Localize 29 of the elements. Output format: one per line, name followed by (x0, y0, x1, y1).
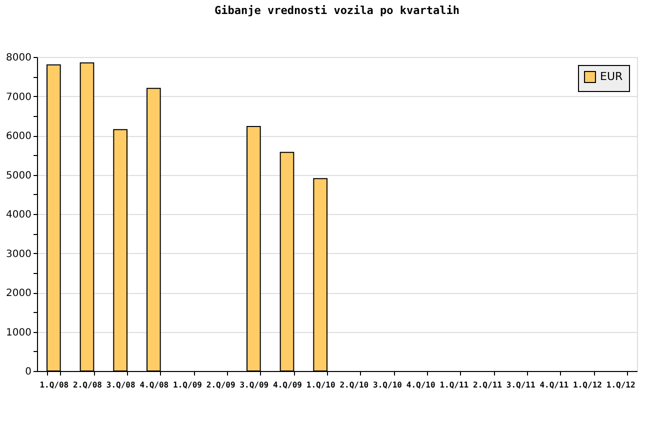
y-tick-label: 4000 (6, 210, 32, 220)
legend-label: EUR (600, 70, 623, 83)
chart-title: Gibanje vrednosti vozila po kvartalih (214, 4, 460, 17)
x-tick-label: 1.Q/11 (440, 380, 469, 390)
x-tick-label: 1.Q/10 (306, 380, 336, 390)
x-tick-label: 4.Q/08 (140, 380, 169, 390)
y-tick-label: 0 (25, 366, 32, 378)
x-tick-label: 2.Q/08 (73, 380, 102, 390)
y-tick-label: 1000 (6, 327, 32, 338)
y-tick-label: 3000 (6, 248, 32, 260)
x-tick-label: 3.Q/11 (506, 380, 536, 390)
x-tick-label: 4.Q/10 (406, 380, 436, 390)
x-tick-label: 2.Q/09 (206, 380, 236, 390)
y-tick-label: 7000 (6, 92, 32, 103)
x-tick-label: 1.Q/08 (40, 380, 69, 390)
x-tick-label: 3.Q/10 (373, 380, 402, 390)
x-tick-label: 3.Q/09 (240, 380, 269, 390)
y-tick-label: 5000 (6, 170, 32, 182)
x-tick-label: 1.Q/12 (606, 380, 636, 390)
x-tick-label: 1.Q/12 (573, 380, 602, 390)
x-tick-label: 2.Q/10 (340, 380, 369, 390)
x-tick-label: 1.Q/09 (173, 380, 202, 390)
y-tick-label: 2000 (6, 288, 32, 299)
x-tick-label: 4.Q/11 (540, 380, 569, 390)
x-tick-label: 4.Q/09 (273, 380, 302, 390)
y-tick-label: 6000 (6, 131, 32, 142)
x-tick-label: 3.Q/08 (106, 380, 136, 390)
x-tick-label: 2.Q/11 (473, 380, 502, 390)
y-tick-label: 8000 (6, 52, 32, 64)
